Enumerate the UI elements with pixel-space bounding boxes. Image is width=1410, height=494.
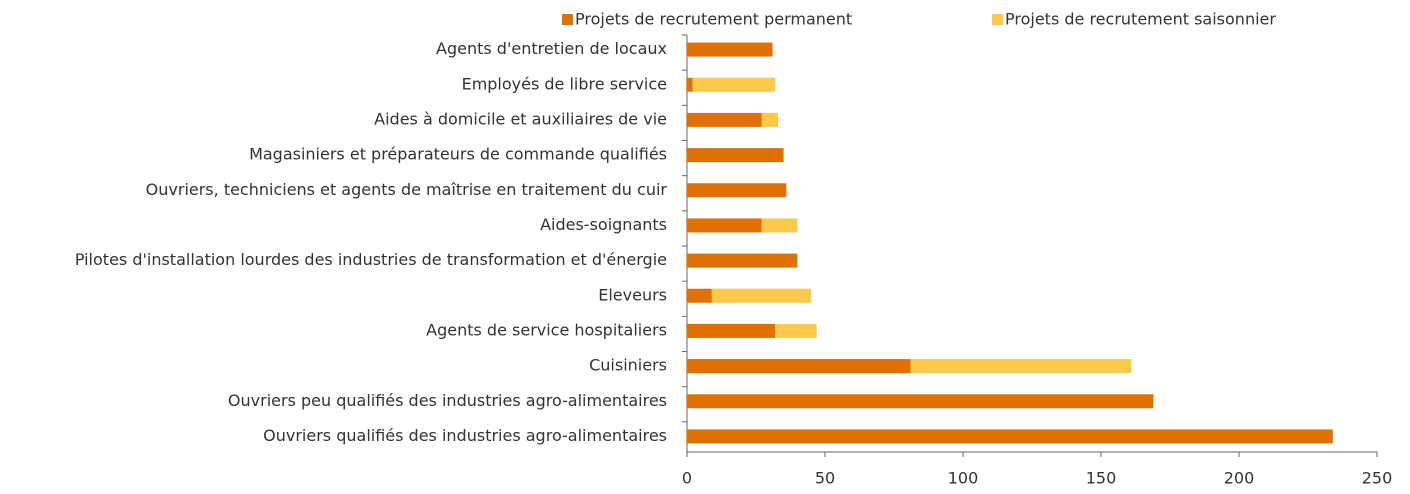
x-tick-label: 50: [815, 469, 835, 488]
bar-segment: [687, 323, 776, 338]
x-tick-label: 150: [1086, 469, 1117, 488]
bar-segment: [687, 112, 762, 127]
y-tick-label: Aides à domicile et auxiliaires de vie: [374, 109, 667, 128]
bar-segment: [761, 218, 798, 233]
y-tick-label: Agents d'entretien de locaux: [436, 39, 667, 58]
y-tick-label: Pilotes d'installation lourdes des indus…: [75, 250, 667, 269]
bar-segment: [687, 42, 773, 57]
bar-segment: [687, 253, 798, 268]
bar-segment: [775, 323, 817, 338]
bar-segment: [761, 112, 779, 127]
x-tick-label: 0: [682, 469, 692, 488]
y-tick-label: Agents de service hospitaliers: [426, 320, 667, 339]
bar-segment: [692, 77, 776, 92]
y-tick-label: Cuisiniers: [589, 356, 667, 375]
bar-segment: [687, 429, 1333, 444]
x-tick-label: 250: [1362, 469, 1393, 488]
legend-swatch: [562, 14, 573, 25]
bar-segment: [711, 288, 812, 303]
bar-segment: [687, 148, 784, 163]
bar-segment: [910, 359, 1132, 374]
legend-label: Projets de recrutement permanent: [575, 10, 852, 29]
bar-segment: [687, 394, 1154, 409]
bar-segment: [687, 218, 762, 233]
legend-swatch: [992, 14, 1003, 25]
x-tick-label: 100: [948, 469, 979, 488]
y-tick-label: Magasiniers et préparateurs de commande …: [249, 145, 667, 164]
bar-segment: [687, 359, 911, 374]
y-tick-label: Employés de libre service: [462, 74, 667, 93]
y-tick-label: Aides-soignants: [540, 215, 667, 234]
legend-label: Projets de recrutement saisonnier: [1005, 10, 1276, 29]
y-tick-label: Ouvriers peu qualifiés des industries ag…: [228, 391, 667, 410]
y-tick-label: Ouvriers, techniciens et agents de maîtr…: [146, 180, 668, 199]
x-tick-label: 200: [1224, 469, 1255, 488]
bar-segment: [687, 183, 787, 198]
y-tick-label: Eleveurs: [598, 285, 667, 304]
bar-segment: [687, 77, 693, 92]
bar-segment: [687, 288, 712, 303]
y-tick-label: Ouvriers qualifiés des industries agro-a…: [263, 426, 667, 445]
